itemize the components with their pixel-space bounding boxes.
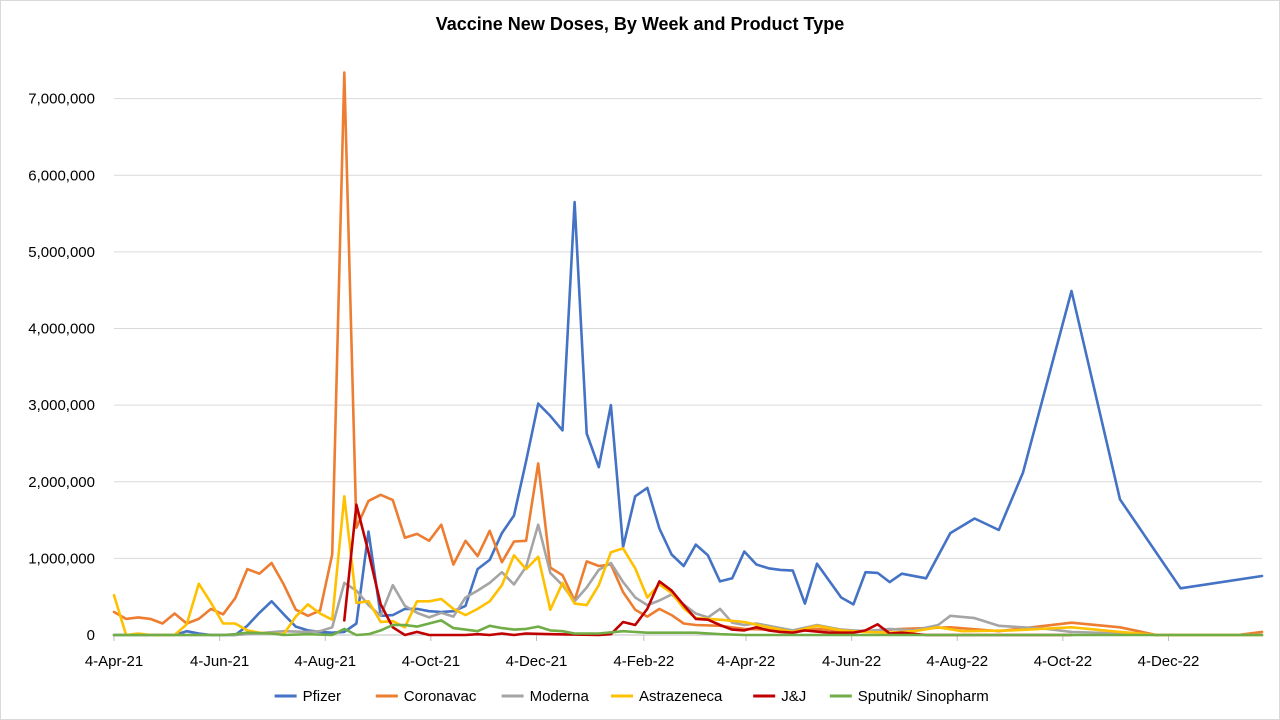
y-tick-label: 3,000,000 — [28, 397, 95, 414]
y-tick-label: 5,000,000 — [28, 244, 95, 261]
x-tick-label: 4-Oct-22 — [1034, 653, 1092, 670]
x-tick-label: 4-Jun-21 — [190, 653, 249, 670]
legend-item-coronavac: Coronavac — [375, 688, 477, 705]
x-tick-label: 4-Aug-22 — [926, 653, 988, 670]
x-axis-ticks: 4-Apr-21 4-Jun-21 4-Aug-21 4-Oct-21 4-Dec-21… — [85, 635, 1200, 670]
legend-label: Astrazeneca — [639, 688, 723, 705]
legend-item-j-j: J&J — [753, 688, 806, 705]
legend: Pfizer Coronavac Moderna Astrazeneca J&J Sput… — [274, 688, 989, 705]
x-tick-label: 4-Oct-21 — [402, 653, 460, 670]
legend-item-astrazeneca: Astrazeneca — [611, 688, 723, 705]
legend-label: Pfizer — [303, 688, 341, 705]
legend-label: J&J — [781, 688, 806, 705]
x-tick-label: 4-Dec-22 — [1138, 653, 1200, 670]
series-lines — [112, 71, 1264, 637]
legend-label: Coronavac — [404, 688, 477, 705]
x-tick-label: 4-Apr-22 — [717, 653, 775, 670]
series-line-coronavac — [112, 71, 1264, 637]
x-tick-label: 4-Aug-21 — [294, 653, 356, 670]
y-tick-label: 1,000,000 — [28, 550, 95, 567]
legend-item-sputnik-sinopharm: Sputnik/ Sinopharm — [829, 688, 989, 705]
legend-label: Sputnik/ Sinopharm — [858, 688, 989, 705]
series-line-j-j — [342, 503, 1073, 637]
x-tick-label: 4-Jun-22 — [822, 653, 881, 670]
y-tick-label: 4,000,000 — [28, 321, 95, 338]
series-line-moderna — [112, 523, 1264, 637]
legend-item-moderna: Moderna — [501, 688, 590, 705]
legend-item-pfizer: Pfizer — [274, 688, 341, 705]
y-axis-ticks: 0 1,000,000 2,000,000 3,000,000 4,000,000 5,0… — [28, 91, 95, 644]
y-tick-label: 2,000,000 — [28, 474, 95, 491]
series-line-sputnik-sinopharm — [112, 619, 1264, 637]
y-tick-label: 6,000,000 — [28, 167, 95, 184]
x-tick-label: 4-Dec-21 — [506, 653, 568, 670]
chart-title: Vaccine New Doses, By Week and Product T… — [436, 14, 844, 34]
x-tick-label: 4-Feb-22 — [613, 653, 674, 670]
y-tick-label: 0 — [87, 627, 95, 644]
series-line-pfizer — [112, 200, 1264, 637]
gridlines — [114, 98, 1262, 636]
series-line-astrazeneca — [112, 494, 1264, 637]
y-tick-label: 7,000,000 — [28, 91, 95, 108]
x-tick-label: 4-Apr-21 — [85, 653, 143, 670]
legend-label: Moderna — [530, 688, 590, 705]
